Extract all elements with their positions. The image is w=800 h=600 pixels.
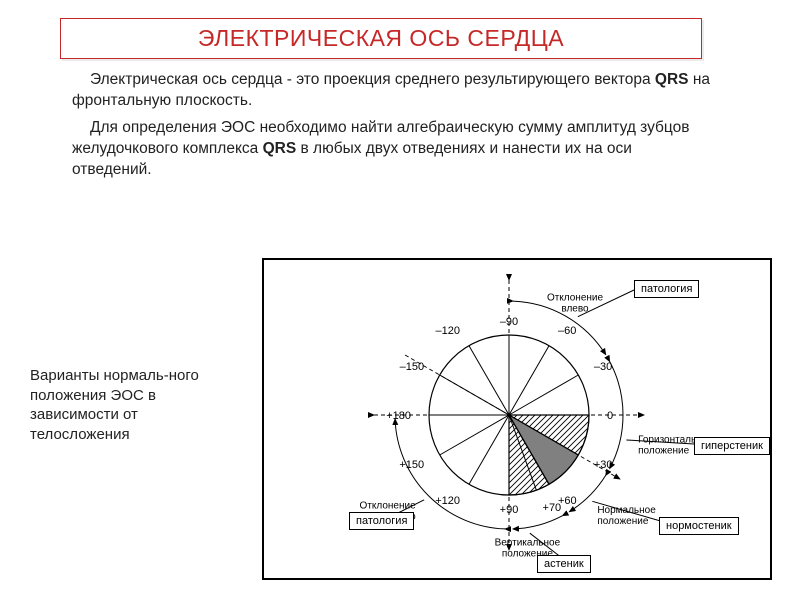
svg-text:+90: +90: [500, 504, 519, 516]
caption-text: Варианты нормаль-ного положения ЭОС в за…: [30, 367, 199, 443]
svg-text:–120: –120: [436, 325, 460, 337]
svg-text:–150: –150: [400, 361, 424, 373]
svg-text:+70: +70: [543, 502, 562, 514]
p2b: QRS: [263, 140, 297, 157]
svg-text:Нормальноеположение: Нормальноеположение: [597, 505, 656, 527]
label-hypersthenic: гиперстеник: [694, 437, 770, 455]
p1b: QRS: [655, 71, 689, 88]
side-caption: Варианты нормаль-ного положения ЭОС в за…: [30, 366, 230, 444]
label-pathology-bottom: патология: [349, 512, 414, 530]
body-text: Электрическая ось сердца - это проекция …: [72, 70, 712, 187]
svg-text:+30: +30: [594, 459, 613, 471]
label-pathology-top: патология: [634, 280, 699, 298]
label-pathology-bottom-text: патология: [356, 515, 407, 527]
paragraph-1: Электрическая ось сердца - это проекция …: [72, 70, 712, 112]
label-normosthenic: нормостеник: [659, 517, 739, 535]
svg-text:–30: –30: [594, 361, 612, 373]
svg-text:0: 0: [607, 410, 613, 422]
label-hypersthenic-text: гиперстеник: [701, 440, 763, 452]
label-pathology-top-text: патология: [641, 283, 692, 295]
svg-text:–90: –90: [500, 316, 518, 328]
label-asthenic-text: астеник: [544, 558, 584, 570]
label-normosthenic-text: нормостеник: [666, 520, 732, 532]
paragraph-2: Для определения ЭОС необходимо найти алг…: [72, 118, 712, 181]
title-text: ЭЛЕКТРИЧЕСКАЯ ОСЬ СЕРДЦА: [198, 25, 564, 51]
page-title: ЭЛЕКТРИЧЕСКАЯ ОСЬ СЕРДЦА: [60, 18, 702, 59]
svg-text:+150: +150: [399, 459, 424, 471]
p1a: Электрическая ось сердца - это проекция …: [90, 71, 655, 88]
svg-text:+180: +180: [386, 410, 411, 422]
svg-text:–60: –60: [558, 325, 576, 337]
label-asthenic: астеник: [537, 555, 591, 573]
eos-diagram-frame: 0+30+60+70+90+120+150+180–150–120–90–60–…: [262, 258, 772, 580]
